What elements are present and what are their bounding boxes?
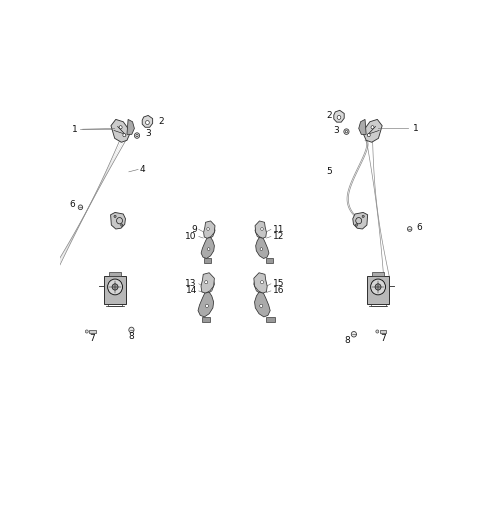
Bar <box>109 272 120 276</box>
Polygon shape <box>359 119 366 134</box>
Polygon shape <box>254 292 270 317</box>
Polygon shape <box>198 292 214 317</box>
Circle shape <box>344 129 349 134</box>
Polygon shape <box>256 238 269 259</box>
Circle shape <box>123 134 126 137</box>
Circle shape <box>376 330 379 333</box>
Text: 7: 7 <box>380 334 386 343</box>
Text: 7: 7 <box>89 334 95 343</box>
Polygon shape <box>204 221 215 239</box>
Circle shape <box>261 228 263 230</box>
Polygon shape <box>255 221 266 239</box>
Circle shape <box>261 281 264 284</box>
Circle shape <box>120 224 123 226</box>
Circle shape <box>78 205 83 210</box>
Circle shape <box>371 126 374 129</box>
Circle shape <box>129 327 134 333</box>
Polygon shape <box>201 273 215 293</box>
Circle shape <box>345 131 348 133</box>
Polygon shape <box>111 119 130 142</box>
Circle shape <box>134 133 140 138</box>
Text: 12: 12 <box>273 232 284 241</box>
Circle shape <box>145 121 149 124</box>
Polygon shape <box>254 273 267 293</box>
Polygon shape <box>142 115 153 127</box>
Text: 5: 5 <box>326 167 332 176</box>
Bar <box>266 317 275 322</box>
Text: 3: 3 <box>145 130 151 138</box>
Bar <box>367 276 389 304</box>
Text: 6: 6 <box>70 200 76 209</box>
Text: 2: 2 <box>326 111 332 120</box>
Text: 3: 3 <box>333 125 339 135</box>
Circle shape <box>114 215 116 218</box>
Text: 13: 13 <box>185 279 197 288</box>
Bar <box>104 276 126 304</box>
Circle shape <box>204 281 208 284</box>
Circle shape <box>408 227 412 231</box>
Circle shape <box>351 331 357 337</box>
Polygon shape <box>127 119 134 134</box>
Circle shape <box>108 279 122 295</box>
Text: 10: 10 <box>185 232 197 241</box>
Circle shape <box>371 279 385 295</box>
Circle shape <box>355 224 358 226</box>
Circle shape <box>119 126 122 129</box>
Bar <box>372 272 384 276</box>
Text: 6: 6 <box>416 223 422 232</box>
Circle shape <box>205 304 208 307</box>
Text: 9: 9 <box>191 225 197 234</box>
Bar <box>202 317 210 322</box>
Bar <box>204 259 211 263</box>
Polygon shape <box>353 212 368 229</box>
Circle shape <box>207 228 209 230</box>
Circle shape <box>367 134 370 137</box>
Circle shape <box>136 134 138 137</box>
Polygon shape <box>201 238 215 259</box>
Circle shape <box>375 284 381 290</box>
Bar <box>89 330 96 333</box>
Text: 14: 14 <box>186 286 197 295</box>
Text: 4: 4 <box>140 165 145 174</box>
Circle shape <box>112 284 118 290</box>
Circle shape <box>362 215 364 218</box>
Circle shape <box>260 304 263 307</box>
Circle shape <box>260 248 263 250</box>
Circle shape <box>337 115 341 119</box>
Polygon shape <box>363 119 382 142</box>
Text: 8: 8 <box>129 332 134 341</box>
Text: 15: 15 <box>273 279 284 288</box>
Circle shape <box>207 248 210 250</box>
Polygon shape <box>334 110 344 122</box>
Bar <box>380 330 386 333</box>
Text: 1: 1 <box>72 125 78 134</box>
Bar <box>266 259 273 263</box>
Text: 1: 1 <box>413 124 419 133</box>
Text: 16: 16 <box>273 286 284 295</box>
Text: 8: 8 <box>344 336 350 345</box>
Text: 2: 2 <box>158 117 164 126</box>
Polygon shape <box>110 212 125 229</box>
Circle shape <box>85 330 88 333</box>
Text: 11: 11 <box>273 225 284 234</box>
